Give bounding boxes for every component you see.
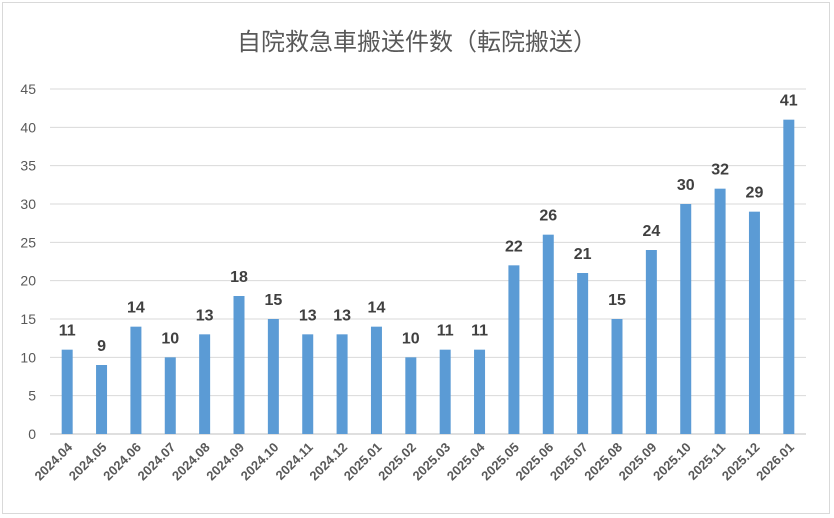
data-label: 9 xyxy=(97,338,106,355)
data-label: 10 xyxy=(161,330,179,347)
data-label: 11 xyxy=(59,323,76,340)
bar xyxy=(336,334,348,434)
data-label: 29 xyxy=(746,185,764,202)
data-label: 22 xyxy=(505,238,523,255)
data-label: 18 xyxy=(230,269,248,286)
y-tick-label: 20 xyxy=(20,273,36,289)
bar xyxy=(542,234,554,434)
data-label: 13 xyxy=(299,307,317,324)
x-tick-label: 2026.01 xyxy=(753,440,797,484)
bar xyxy=(199,334,211,434)
y-tick-label: 45 xyxy=(20,81,36,97)
y-tick-label: 15 xyxy=(20,311,36,327)
bar xyxy=(611,319,623,434)
y-tick-label: 30 xyxy=(20,196,36,212)
y-tick-label: 0 xyxy=(28,426,36,442)
data-label: 30 xyxy=(677,177,695,194)
data-label: 21 xyxy=(574,246,592,263)
y-tick-label: 25 xyxy=(20,234,36,250)
bar xyxy=(61,349,73,434)
y-tick-label: 5 xyxy=(28,388,36,404)
bar xyxy=(267,319,279,434)
bar xyxy=(164,357,176,434)
bar xyxy=(233,296,245,434)
chart-title: 自院救急車搬送件数（転院搬送） xyxy=(237,28,597,56)
bar xyxy=(302,334,314,434)
data-label: 14 xyxy=(368,300,386,317)
bar xyxy=(130,326,142,434)
bar xyxy=(405,357,417,434)
bar xyxy=(680,204,692,434)
bar xyxy=(577,273,589,434)
data-label: 11 xyxy=(471,323,488,340)
data-label: 41 xyxy=(780,93,798,110)
y-tick-label: 40 xyxy=(20,119,36,135)
data-label: 24 xyxy=(642,223,660,240)
data-label: 26 xyxy=(539,208,557,225)
data-label: 14 xyxy=(127,300,145,317)
bar xyxy=(508,265,520,434)
data-label: 10 xyxy=(402,330,420,347)
data-label: 13 xyxy=(196,307,214,324)
bar xyxy=(714,188,726,434)
data-label: 32 xyxy=(711,162,729,179)
bar xyxy=(370,326,382,434)
data-label: 13 xyxy=(333,307,351,324)
bar xyxy=(748,211,760,434)
data-label: 15 xyxy=(608,292,626,309)
data-label: 15 xyxy=(264,292,282,309)
x-tick-label: 2025.10 xyxy=(650,440,694,484)
bar xyxy=(439,349,451,434)
bar xyxy=(783,119,795,435)
x-tick-label: 2024.10 xyxy=(238,440,282,484)
data-label: 11 xyxy=(437,323,454,340)
y-tick-label: 35 xyxy=(20,158,36,174)
y-tick-label: 10 xyxy=(20,349,36,365)
bar xyxy=(96,365,108,434)
bar xyxy=(474,349,486,434)
bar xyxy=(645,250,657,434)
